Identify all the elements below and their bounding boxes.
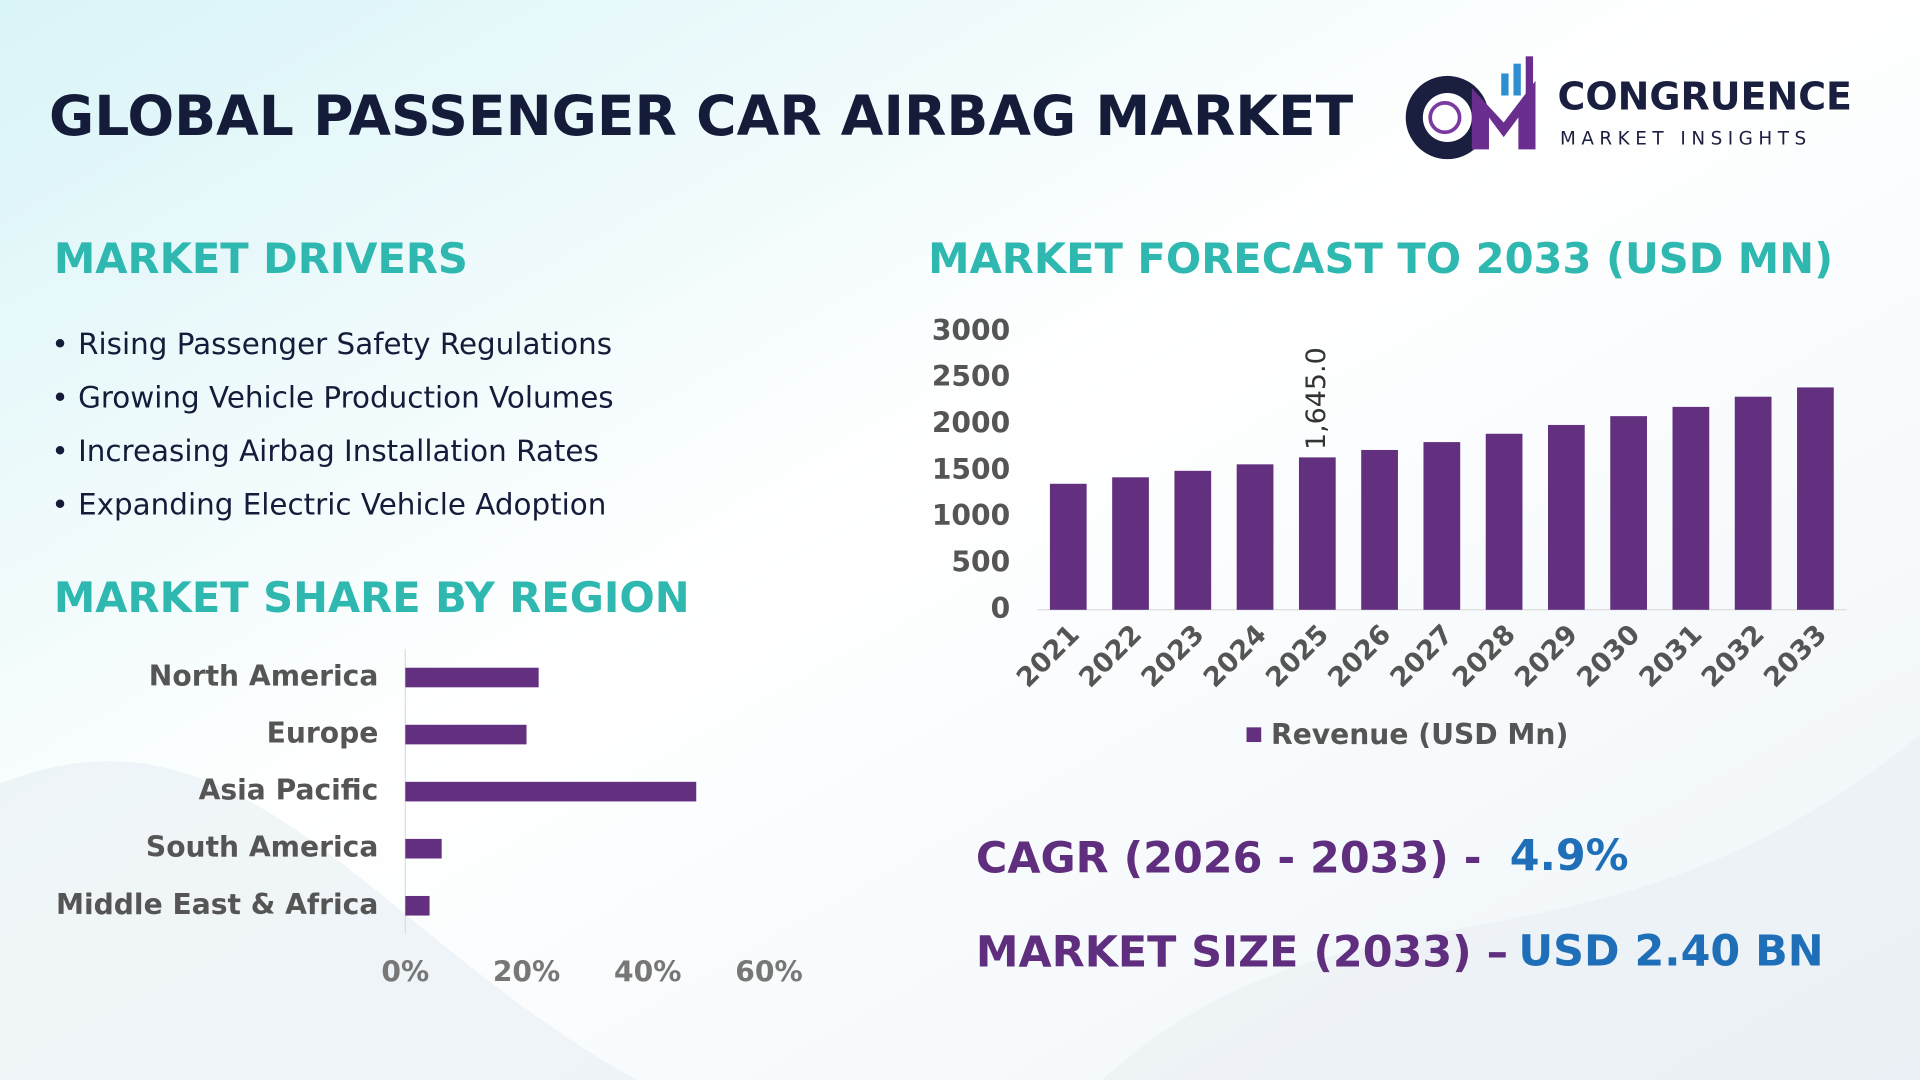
category-label: South America [146, 831, 378, 864]
driver-item: • Rising Passenger Safety Regulations [51, 327, 612, 361]
size-value: USD 2.40 BN [1518, 926, 1823, 976]
category-label: Middle East & Africa [56, 888, 378, 921]
category-label: North America [149, 660, 379, 693]
y-tick-label: 0 [991, 592, 1011, 625]
logo: CONGRUENCE MARKET INSIGHTS [1405, 56, 1852, 160]
wave [0, 761, 637, 1080]
bar [1734, 396, 1772, 610]
bar [1236, 464, 1274, 610]
x-tick-label: 40% [614, 955, 681, 988]
x-tick-label: 60% [735, 955, 802, 988]
bar [1610, 416, 1647, 610]
bar [405, 781, 697, 802]
bar [405, 838, 442, 859]
logo-name: CONGRUENCE [1558, 75, 1852, 119]
logo-globe [1428, 101, 1462, 135]
bar [1112, 477, 1149, 610]
bar [405, 667, 539, 688]
legend-label: Revenue (USD Mn) [1271, 718, 1568, 751]
bar [1298, 457, 1336, 610]
x-tick-label: 20% [493, 955, 560, 988]
cagr-label: CAGR (2026 - 2033) - [976, 833, 1482, 883]
legend-swatch [1246, 727, 1262, 743]
bar [1423, 442, 1461, 610]
bar [1485, 433, 1523, 610]
data-label: 1,645.0 [1301, 347, 1332, 450]
y-tick-label: 500 [951, 545, 1010, 578]
logo-bar [1513, 63, 1521, 96]
cagr-value: 4.9% [1510, 831, 1629, 881]
bar [1361, 449, 1398, 610]
bar [1672, 406, 1710, 610]
bar [1174, 470, 1212, 610]
y-tick-label: 3000 [932, 314, 1010, 347]
chart-title: MARKET FORECAST TO 2033 (USD MN) [928, 234, 1833, 283]
logo-tagline: MARKET INSIGHTS [1560, 129, 1812, 150]
logo-bar [1525, 56, 1534, 96]
driver-item: • Expanding Electric Vehicle Adoption [51, 487, 606, 521]
logo-m [1471, 80, 1536, 150]
bar [1547, 424, 1585, 610]
bar [1049, 483, 1087, 610]
logo-bar [1501, 73, 1509, 96]
section-title: MARKET DRIVERS [54, 234, 468, 283]
driver-item: • Increasing Airbag Installation Rates [51, 434, 598, 468]
y-tick-label: 2000 [932, 406, 1010, 439]
chart-title: MARKET SHARE BY REGION [54, 573, 690, 622]
driver-list: • Rising Passenger Safety Regulations • G… [51, 327, 613, 522]
driver-item: • Growing Vehicle Production Volumes [51, 380, 613, 414]
bar [1797, 387, 1834, 610]
category-label: Europe [267, 717, 379, 750]
bar [405, 724, 527, 745]
y-tick-label: 1000 [932, 499, 1010, 532]
y-tick-label: 1500 [932, 453, 1010, 486]
y-tick-label: 2500 [932, 360, 1010, 393]
bar [405, 895, 430, 916]
wave [1102, 734, 1920, 1080]
x-tick-label: 0% [381, 955, 429, 988]
page-title: GLOBAL PASSENGER CAR AIRBAG MARKET [49, 84, 1354, 148]
category-label: Asia Pacific [199, 774, 379, 807]
size-label: MARKET SIZE (2033) – [976, 928, 1508, 978]
